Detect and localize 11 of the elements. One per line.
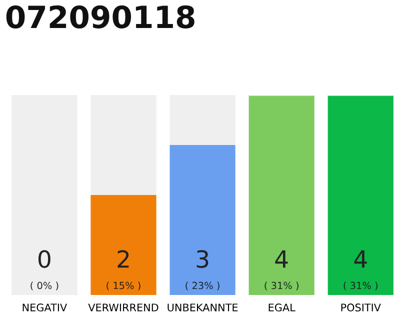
- data-label: 0 ( 0% ): [30, 250, 58, 290]
- x-tick-label: EGAL: [268, 304, 296, 312]
- x-tick-label: VERWIRREND: [88, 304, 158, 312]
- data-label: 2 ( 15% ): [106, 250, 140, 290]
- x-tick-label: NEGATIV: [22, 304, 68, 312]
- x-tick-label: POSITIV: [341, 304, 381, 312]
- data-label: 4 ( 31% ): [264, 250, 298, 290]
- data-label: 4 ( 31% ): [344, 250, 378, 290]
- data-label: 3 ( 23% ): [186, 250, 220, 290]
- x-tick-label: UNBEKANNTE: [168, 304, 238, 312]
- chart-title: 072090118: [6, 5, 194, 28]
